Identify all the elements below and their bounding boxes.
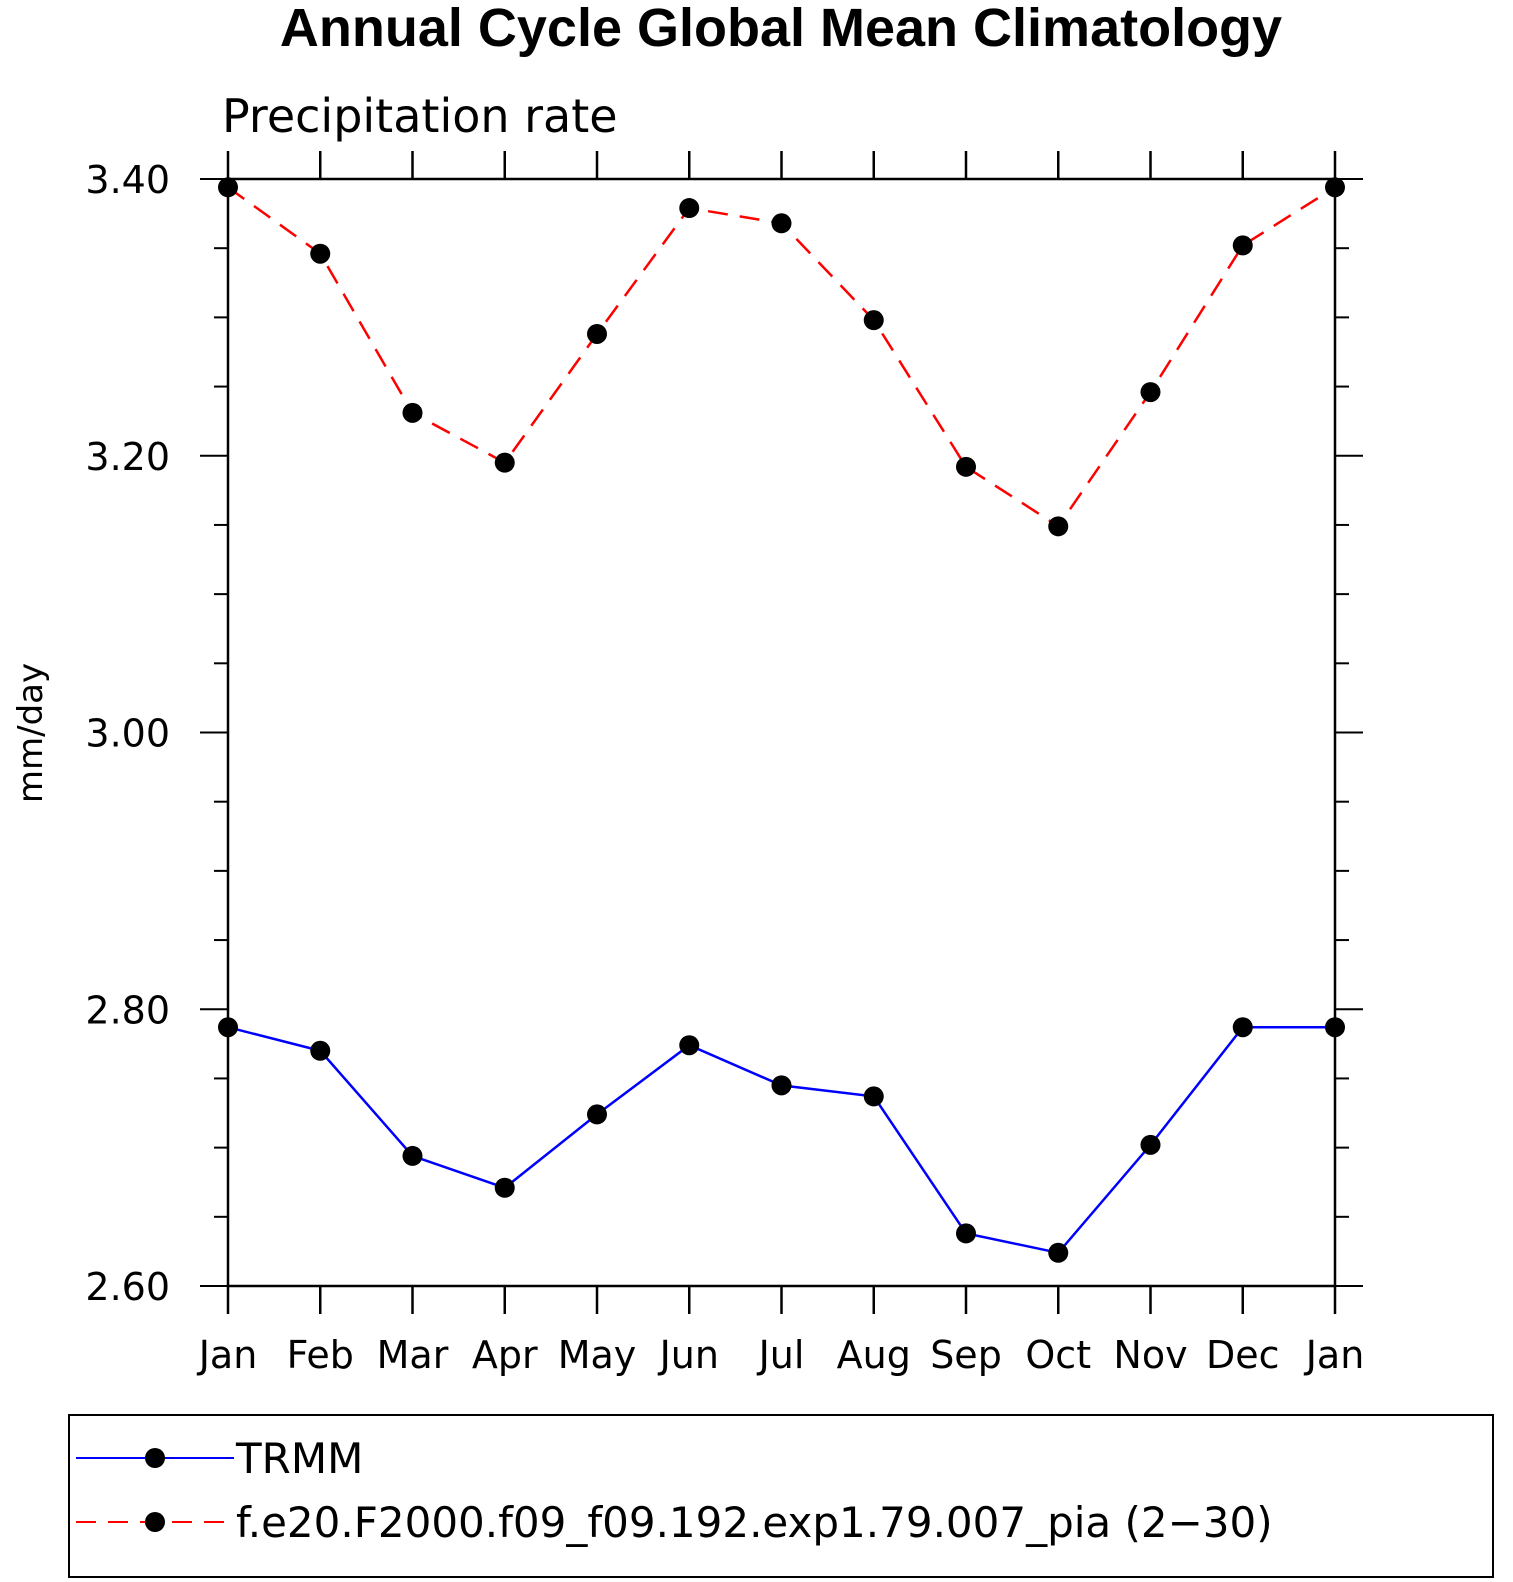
data-point-series-1: [1048, 516, 1069, 537]
data-point-series-1: [218, 177, 238, 198]
legend-box: [68, 1414, 1494, 1578]
series-layer: [218, 177, 1345, 1263]
chart-title: Annual Cycle Global Mean Climatology: [280, 0, 1282, 58]
legend-marker-model: [145, 1512, 165, 1532]
y-axis-label: mm/day: [11, 663, 51, 803]
x-tick-label: May: [558, 1333, 637, 1377]
x-tick-label: Nov: [1113, 1333, 1187, 1377]
data-point-series-1: [956, 456, 976, 477]
x-tick-label: Jul: [757, 1333, 805, 1377]
data-point-series-1: [494, 452, 515, 473]
data-point-series-0: [310, 1040, 331, 1061]
axes-group: Jan Feb Mar Apr May Jun Jul Aug Sep Oct Nov Dec Jan 2…: [85, 151, 1364, 1377]
x-tick-label: Jan: [1304, 1333, 1365, 1377]
data-point-series-1: [1325, 177, 1345, 198]
data-point-series-0: [1232, 1017, 1253, 1038]
x-tick-label: Sep: [930, 1333, 1002, 1377]
data-point-series-0: [771, 1075, 792, 1096]
data-point-series-0: [956, 1223, 976, 1244]
series-line-0: [227, 1025, 1335, 1255]
data-point-series-0: [1325, 1017, 1345, 1038]
legend-marker-trmm: [145, 1448, 165, 1468]
y-tick-label: 3.20: [85, 435, 170, 479]
data-point-series-0: [587, 1104, 607, 1125]
data-point-series-1: [679, 198, 700, 219]
x-tick-label: Apr: [472, 1333, 538, 1377]
data-point-series-0: [1140, 1134, 1161, 1155]
data-point-series-1: [587, 323, 607, 344]
x-tick-label: Mar: [377, 1333, 449, 1377]
data-point-series-0: [679, 1035, 700, 1056]
x-tick-label: Jun: [658, 1333, 719, 1377]
data-point-series-0: [402, 1145, 423, 1166]
x-tick-label: Aug: [837, 1333, 911, 1377]
x-tick-label: Dec: [1206, 1333, 1280, 1377]
legend: TRMM f.e20.F2000.f09_f09.192.exp1.79.007…: [68, 1414, 1494, 1578]
data-point-series-0: [863, 1086, 884, 1107]
x-tick-label: Feb: [287, 1333, 354, 1377]
data-point-series-0: [494, 1177, 515, 1198]
legend-label-model: f.e20.F2000.f09_f09.192.exp1.79.007_pia …: [236, 1498, 1273, 1547]
legend-label-trmm: TRMM: [235, 1434, 363, 1483]
y-tick-label: 2.80: [85, 988, 170, 1032]
x-tick-label: Oct: [1025, 1333, 1091, 1377]
y-tick-label: 3.00: [85, 712, 170, 756]
data-point-series-0: [218, 1017, 238, 1038]
series-line-1: [227, 186, 1336, 529]
y-tick-label: 3.40: [85, 158, 170, 202]
y-tick-label: 2.60: [85, 1265, 170, 1309]
data-point-series-1: [310, 243, 331, 264]
data-point-series-0: [1048, 1242, 1069, 1263]
data-point-series-1: [771, 213, 792, 234]
data-point-series-1: [402, 402, 423, 423]
data-point-series-1: [1232, 235, 1253, 256]
data-point-series-1: [1140, 382, 1161, 403]
data-point-series-1: [863, 310, 884, 331]
x-tick-label: Jan: [197, 1333, 258, 1377]
chart-subtitle: Precipitation rate: [222, 89, 618, 143]
